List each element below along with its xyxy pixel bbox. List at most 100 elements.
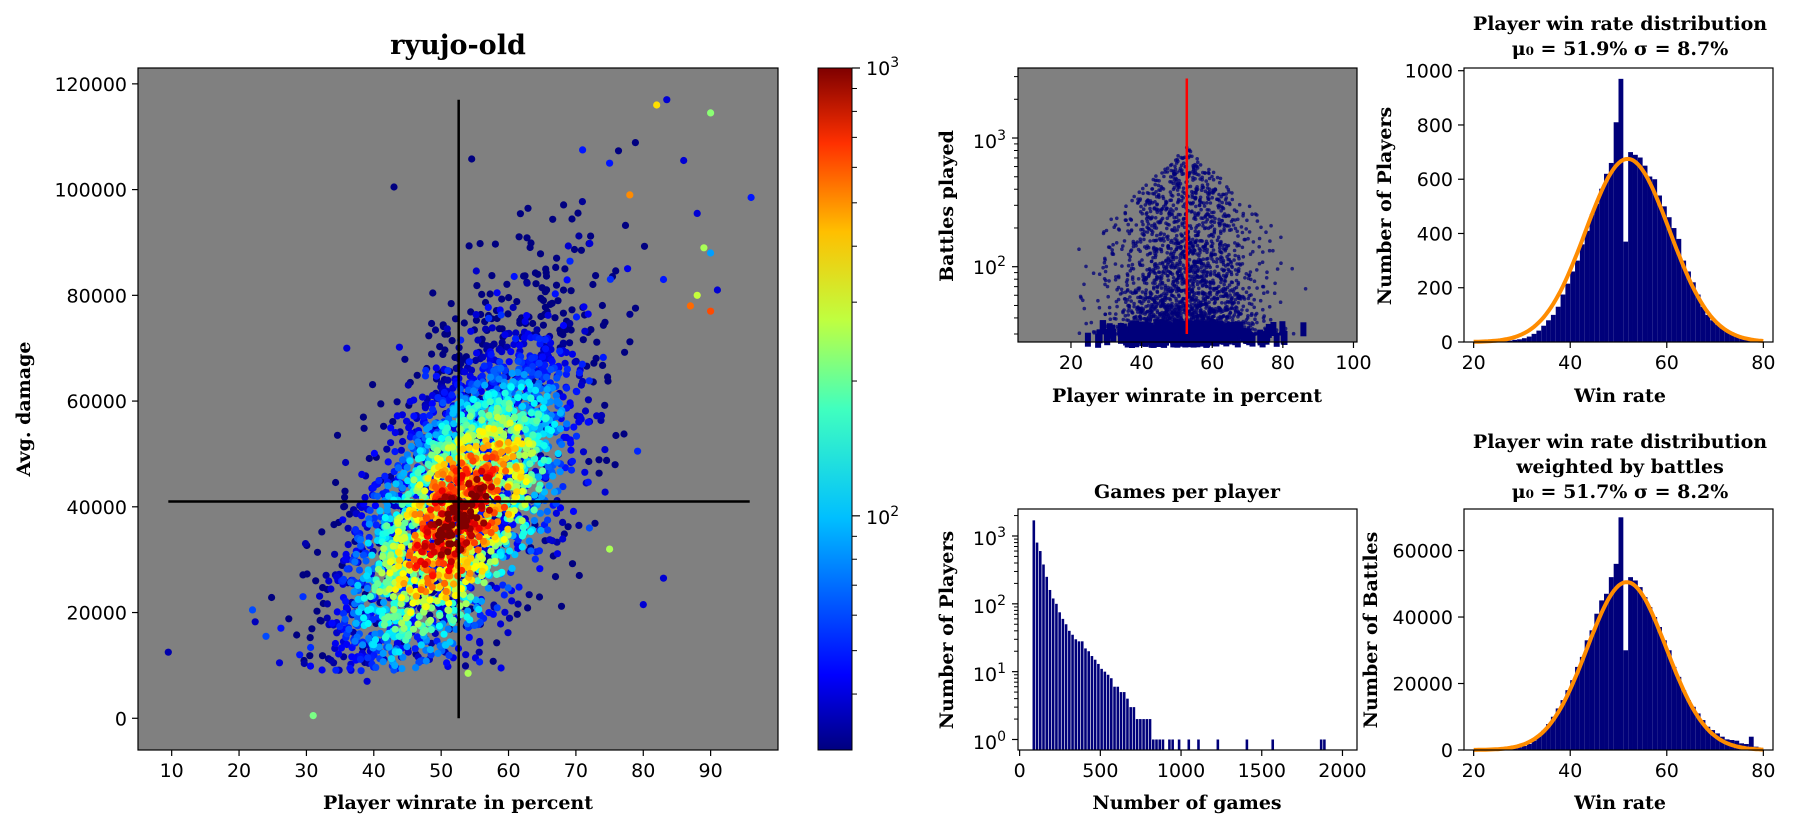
scatter-point: [497, 364, 505, 372]
battles-point: [1198, 163, 1203, 167]
battles-point: [1166, 237, 1170, 242]
scatter-point: [444, 523, 452, 531]
scatter-point: [591, 519, 599, 527]
scatter-point: [501, 389, 509, 397]
scatter-point: [478, 502, 486, 510]
scatter-point: [404, 381, 412, 389]
scatter-point: [300, 659, 308, 668]
scatter-point: [347, 578, 355, 586]
scatter-point: [332, 478, 340, 487]
scatter-point: [476, 611, 484, 619]
scatter-point: [445, 651, 453, 660]
scatter-point: [530, 506, 538, 514]
scatter-point: [572, 432, 581, 440]
scatter-point: [505, 614, 514, 622]
scatter-point: [399, 456, 407, 464]
scatter-point: [566, 399, 574, 407]
scatter-point: [514, 368, 522, 376]
scatter-point: [472, 267, 480, 275]
scatter-point: [442, 587, 450, 596]
scatter-point: [395, 343, 403, 351]
scatter-point: [463, 432, 471, 441]
battles-point: [1202, 248, 1206, 253]
main-x-ticks: 10 20 30 40 50 60 70 80 90: [160, 750, 723, 782]
scatter-point: [448, 337, 456, 345]
scatter-point: [389, 593, 397, 601]
scatter-point: [663, 96, 671, 104]
scatter-point: [366, 506, 374, 514]
scatter-point: [545, 482, 553, 490]
scatter-point: [525, 440, 533, 448]
scatter-point: [514, 600, 522, 608]
scatter-point: [400, 469, 408, 477]
scatter-point: [474, 336, 482, 344]
scatter-point: [550, 488, 559, 496]
scatter-point: [370, 514, 378, 522]
scatter-point: [486, 290, 494, 298]
scatter-point: [533, 417, 541, 425]
main-xtick-label: 90: [699, 760, 723, 782]
scatter-point: [547, 366, 555, 374]
scatter-point: [360, 614, 368, 622]
scatter-point: [322, 571, 330, 579]
scatter-point: [481, 381, 489, 389]
scatter-point: [333, 431, 342, 439]
scatter-point: [356, 655, 365, 663]
scatter-point: [487, 547, 495, 555]
scatter-point: [413, 633, 421, 641]
battles-point: [1129, 299, 1133, 303]
battles-point: [1240, 308, 1244, 312]
scatter-point: [341, 493, 349, 501]
scatter-point: [401, 355, 409, 363]
colorbar-tick-label-100: 102: [866, 504, 899, 529]
scatter-point: [415, 612, 423, 621]
battles-point: [1247, 286, 1251, 290]
scatter-point: [407, 609, 415, 617]
battles-point: [1269, 223, 1273, 228]
scatter-point: [559, 309, 568, 317]
scatter-point: [425, 332, 433, 340]
scatter-point: [354, 581, 362, 590]
scatter-point: [410, 396, 418, 404]
scatter-point: [500, 503, 508, 511]
scatter-point: [449, 616, 458, 624]
scatter-point: [480, 362, 488, 370]
scatter-point: [522, 478, 530, 486]
scatter-point: [485, 506, 493, 514]
scatter-point: [538, 467, 547, 475]
scatter-point: [467, 532, 475, 540]
main-xtick-label: 70: [564, 760, 588, 782]
battles-point: [1165, 251, 1169, 255]
scatter-point: [381, 634, 389, 642]
battles-point: [1211, 170, 1216, 175]
scatter-point: [413, 371, 421, 379]
scatter-point: [585, 457, 593, 466]
scatter-point: [537, 294, 545, 302]
scatter-point: [621, 221, 630, 229]
battles-point: [1097, 272, 1102, 277]
scatter-point: [369, 615, 377, 624]
scatter-point: [472, 442, 480, 450]
scatter-point: [552, 392, 560, 400]
battles-point: [1166, 278, 1171, 283]
scatter-point: [612, 431, 620, 440]
scatter-point: [659, 574, 668, 582]
scatter-point: [546, 536, 554, 544]
scatter-point: [399, 484, 407, 492]
scatter-point: [437, 551, 445, 559]
scatter-point: [478, 290, 486, 298]
scatter-point: [485, 411, 493, 419]
scatter-point: [564, 242, 572, 250]
scatter-point: [601, 318, 609, 326]
scatter-point: [503, 280, 511, 288]
scatter-point: [521, 425, 530, 434]
scatter-point: [370, 641, 378, 649]
scatter-point: [465, 358, 473, 366]
scatter-point: [361, 493, 369, 502]
scatter-point: [332, 666, 340, 674]
scatter-point: [536, 565, 544, 573]
scatter-point: [504, 510, 513, 518]
scatter-point: [535, 593, 544, 601]
scatter-point: [516, 210, 525, 218]
scatter-point: [518, 402, 527, 410]
